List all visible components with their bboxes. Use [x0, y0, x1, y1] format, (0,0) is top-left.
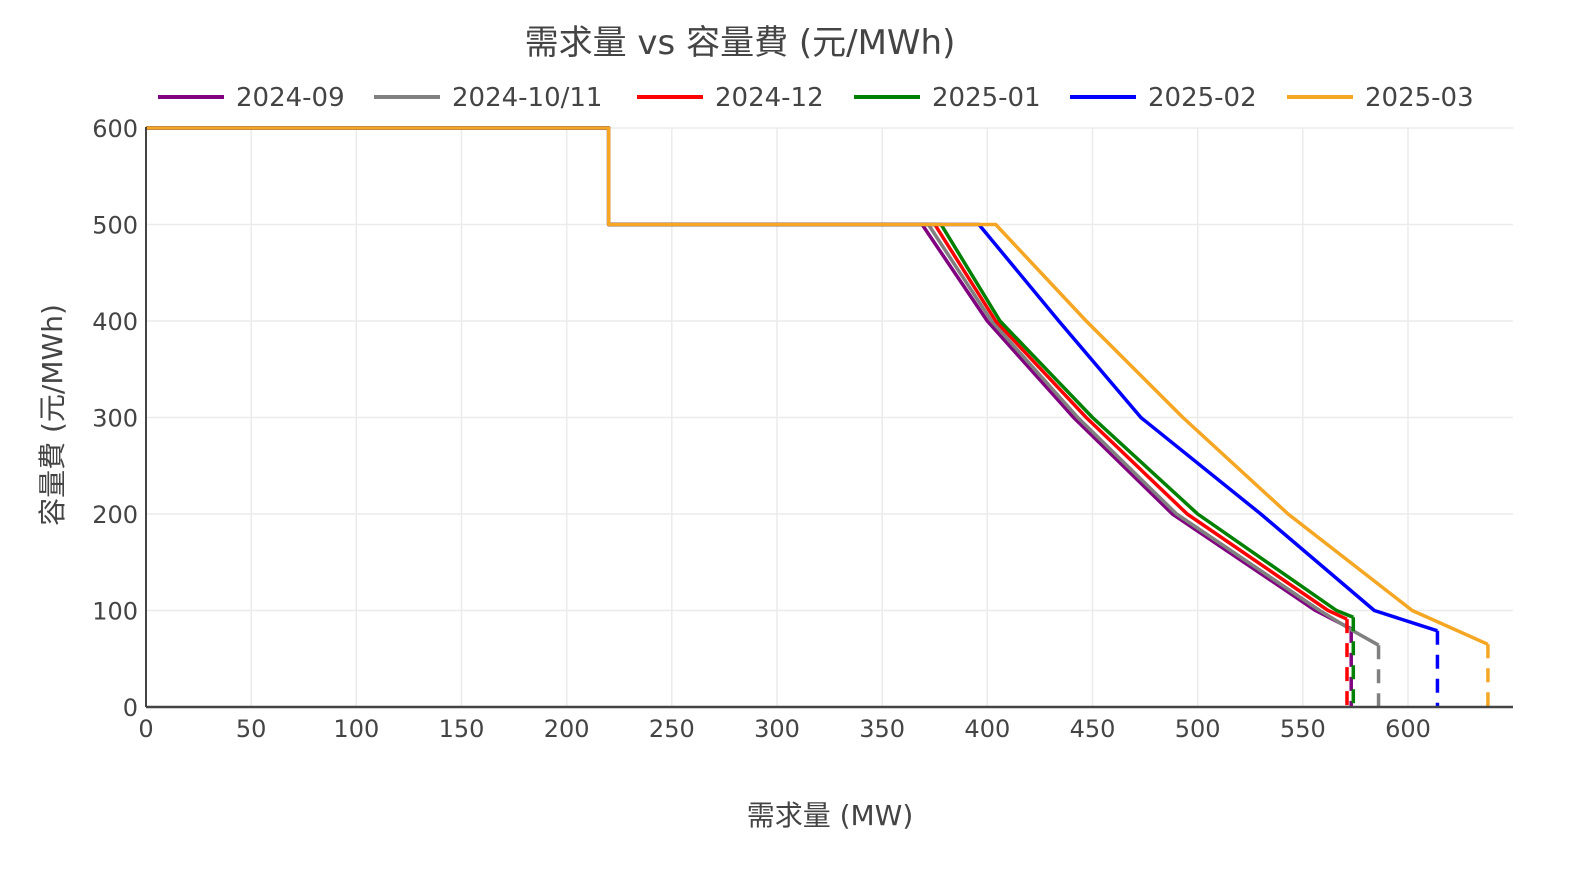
x-tick-label: 600	[1385, 715, 1431, 743]
legend-label: 2024-09	[236, 83, 345, 113]
x-tick-label: 200	[544, 715, 590, 743]
legend-label: 2025-02	[1148, 83, 1257, 113]
x-tick-label: 150	[439, 715, 485, 743]
x-tick-label: 250	[649, 715, 695, 743]
x-tick-label: 450	[1070, 715, 1116, 743]
y-tick-label: 200	[92, 501, 138, 529]
legend-label: 2025-01	[932, 83, 1041, 113]
x-tick-label: 350	[859, 715, 905, 743]
x-tick-label: 300	[754, 715, 800, 743]
series-line-2025-02	[146, 126, 1438, 633]
y-tick-label: 100	[92, 598, 138, 626]
legend-label: 2024-12	[715, 83, 824, 113]
x-tick-label: 100	[333, 715, 379, 743]
y-axis-label: 容量費 (元/MWh)	[36, 304, 69, 526]
x-tick-label: 50	[236, 715, 267, 743]
y-tick-label: 300	[92, 405, 138, 433]
y-tick-label: 400	[92, 308, 138, 336]
x-tick-label: 400	[964, 715, 1010, 743]
series-line-2024-10/11	[146, 126, 1380, 647]
y-tick-label: 0	[123, 694, 138, 722]
series-line-2025-01	[146, 126, 1354, 619]
legend-label: 2024-10/11	[452, 83, 602, 113]
series-line-2025-03	[146, 126, 1489, 646]
x-tick-label: 550	[1280, 715, 1326, 743]
y-tick-label: 600	[92, 115, 138, 143]
legend-label: 2025-03	[1365, 83, 1474, 113]
y-tick-label: 500	[92, 212, 138, 240]
legend: 2024-09 2024-10/11 2024-12 2025-01 2025-02 20…	[158, 83, 1474, 113]
series-line-2024-09	[146, 126, 1352, 631]
chart-title: 需求量 vs 容量費 (元/MWh)	[525, 23, 956, 63]
x-axis-label: 需求量 (MW)	[747, 799, 914, 832]
x-tick-label: 0	[138, 715, 153, 743]
x-tick-label: 500	[1175, 715, 1221, 743]
series-line-2024-12	[146, 126, 1348, 621]
